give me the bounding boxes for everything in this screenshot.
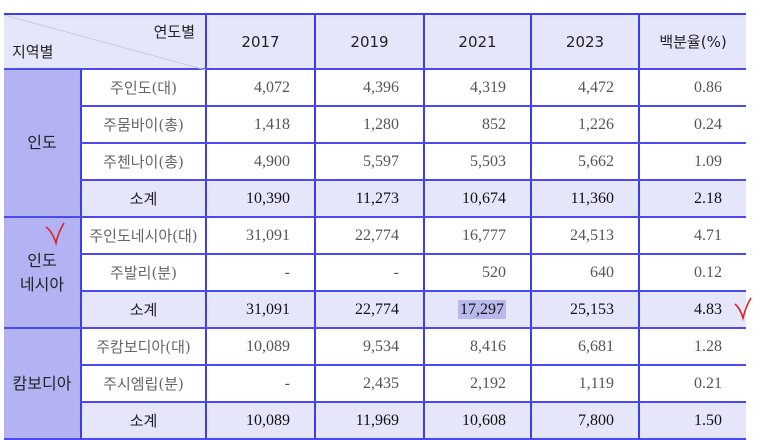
value-cell: 25,153 [530,291,639,329]
percent-cell: 1.28 [638,328,746,366]
value-cell: 10,089 [205,328,315,366]
value-cell: 1,119 [530,365,639,403]
value-cell: 16,777 [423,217,531,255]
office-name: 주첸나이(총) [80,143,206,181]
value-cell: 1,418 [205,106,315,144]
subtotal-row: 소계 10,089 11,969 10,608 7,800 1.50 [4,402,746,440]
region-cell: 인도 네시아 [4,217,81,329]
percent-cell: 0.86 [638,69,746,107]
percent-cell: 1.50 [638,402,746,440]
percent-cell: 4.71 [638,217,746,255]
value-cell: 11,360 [530,180,639,218]
value-cell: 5,597 [314,143,424,181]
value-cell: 6,681 [530,328,639,366]
value-cell: 10,089 [205,402,315,440]
table-row: 주시엠립(분) -2,435 2,192 1,119 0.21 [4,365,746,403]
office-name: 주뭄바이(총) [80,106,206,144]
value-cell: 5,503 [423,143,531,181]
value-cell: 22,774 [314,291,424,329]
year-header: 2017 [205,13,315,70]
subtotal-row: 소계 10,390 11,273 10,674 11,360 2.18 [4,180,746,218]
region-axis-label: 지역별 [12,43,54,61]
subtotal-row: 소계 31,091 22,774 17,297 25,153 4.83 [4,291,746,329]
region-cell: 인도 [4,69,81,218]
statistics-table: 연도별 지역별 2017 2019 2021 2023 백분율(%) 인도 주인도… [4,13,746,440]
office-name: 주인도네시아(대) [80,217,206,255]
value-cell: 31,091 [205,291,315,329]
year-header: 2019 [314,13,424,70]
year-header: 2021 [423,13,531,70]
value-cell: 4,072 [205,69,315,107]
percent-cell: 0.21 [638,365,746,403]
value-cell: 11,273 [314,180,424,218]
value-cell: 8,416 [423,328,531,366]
diagonal-divider [4,15,206,70]
value-cell: 640 [530,254,639,292]
percent-cell: 1.09 [638,143,746,181]
percent-cell: 0.24 [638,106,746,144]
value-cell: - [205,365,315,403]
table-row: 인도 네시아 주인도네시아(대) 31,091 22,774 16,777 24,513 4.… [4,217,746,329]
check-mark-icon [734,297,752,322]
table-row: 캄보디아 주캄보디아(대) 10,089 9,534 8,416 6,681 1.28 [4,328,746,440]
value-cell: 17,297 [423,291,531,329]
subtotal-label: 소계 [80,180,206,218]
subtotal-label: 소계 [80,402,206,440]
value-cell: 4,396 [314,69,424,107]
value-cell: 22,774 [314,217,424,255]
value-cell: - [205,254,315,292]
check-mark-icon [45,222,65,247]
value-cell: 1,226 [530,106,639,144]
highlighted-value: 17,297 [458,299,506,319]
header-row: 연도별 지역별 2017 2019 2021 2023 백분율(%) [4,13,746,70]
percent-header: 백분율(%) [638,13,746,70]
table-row: 주첸나이(총) 4,900 5,597 5,503 5,662 1.09 [4,143,746,181]
value-cell: 24,513 [530,217,639,255]
value-cell: 4,900 [205,143,315,181]
percent-cell: 0.12 [638,254,746,292]
corner-header: 연도별 지역별 [4,13,206,70]
table-row: 주발리(분) - -520 640 0.12 [4,254,746,292]
value-cell: 10,608 [423,402,531,440]
value-cell: 4,472 [530,69,639,107]
office-name: 주캄보디아(대) [80,328,206,366]
year-axis-label: 연도별 [153,23,195,41]
value-cell: 2,435 [314,365,424,403]
value-cell: 1,280 [314,106,424,144]
value-cell: - [314,254,424,292]
value-cell: 2,192 [423,365,531,403]
region-cell: 캄보디아 [4,328,81,440]
table-row: 인도 주인도(대) 4,072 4,396 4,319 4,472 0.86 [4,69,746,218]
office-name: 주발리(분) [80,254,206,292]
table-row: 주뭄바이(총) 1,418 1,280 852 1,226 0.24 [4,106,746,144]
percent-cell: 4.83 [638,291,746,329]
office-name: 주시엠립(분) [80,365,206,403]
value-cell: 7,800 [530,402,639,440]
value-cell: 31,091 [205,217,315,255]
value-cell: 9,534 [314,328,424,366]
value-cell: 4,319 [423,69,531,107]
value-cell: 11,969 [314,402,424,440]
value-cell: 852 [423,106,531,144]
value-cell: 520 [423,254,531,292]
value-cell: 10,390 [205,180,315,218]
office-name: 주인도(대) [80,69,206,107]
value-cell: 5,662 [530,143,639,181]
subtotal-label: 소계 [80,291,206,329]
percent-cell: 2.18 [638,180,746,218]
year-header: 2023 [530,13,639,70]
value-cell: 10,674 [423,180,531,218]
